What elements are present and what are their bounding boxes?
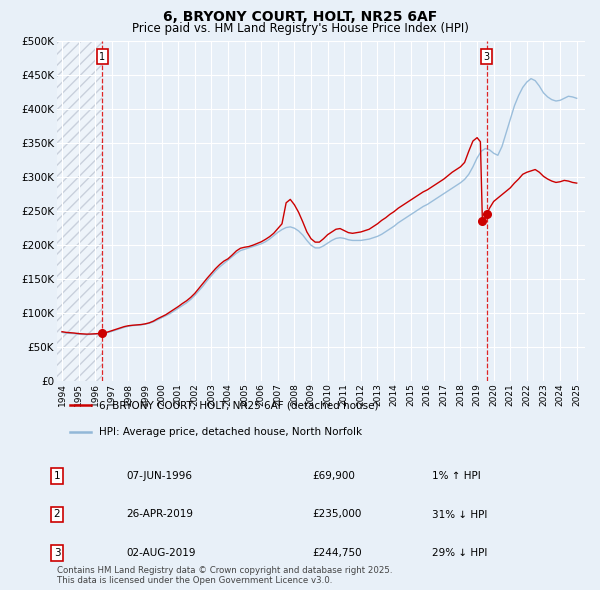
Text: 26-APR-2019: 26-APR-2019 [126, 510, 193, 519]
Text: £235,000: £235,000 [312, 510, 361, 519]
Text: £244,750: £244,750 [312, 548, 362, 558]
Text: 1: 1 [100, 51, 106, 61]
Text: 1: 1 [53, 471, 61, 481]
Text: HPI: Average price, detached house, North Norfolk: HPI: Average price, detached house, Nort… [99, 428, 362, 437]
Text: 29% ↓ HPI: 29% ↓ HPI [432, 548, 487, 558]
Text: 1% ↑ HPI: 1% ↑ HPI [432, 471, 481, 481]
Text: 3: 3 [484, 51, 490, 61]
Text: 31% ↓ HPI: 31% ↓ HPI [432, 510, 487, 519]
Text: Contains HM Land Registry data © Crown copyright and database right 2025.
This d: Contains HM Land Registry data © Crown c… [57, 566, 392, 585]
Text: 3: 3 [53, 548, 61, 558]
Text: 02-AUG-2019: 02-AUG-2019 [126, 548, 196, 558]
Text: 6, BRYONY COURT, HOLT, NR25 6AF: 6, BRYONY COURT, HOLT, NR25 6AF [163, 10, 437, 24]
Text: 07-JUN-1996: 07-JUN-1996 [126, 471, 192, 481]
Text: £69,900: £69,900 [312, 471, 355, 481]
Text: Price paid vs. HM Land Registry's House Price Index (HPI): Price paid vs. HM Land Registry's House … [131, 22, 469, 35]
Text: 6, BRYONY COURT, HOLT, NR25 6AF (detached house): 6, BRYONY COURT, HOLT, NR25 6AF (detache… [99, 401, 379, 410]
Text: 2: 2 [53, 510, 61, 519]
